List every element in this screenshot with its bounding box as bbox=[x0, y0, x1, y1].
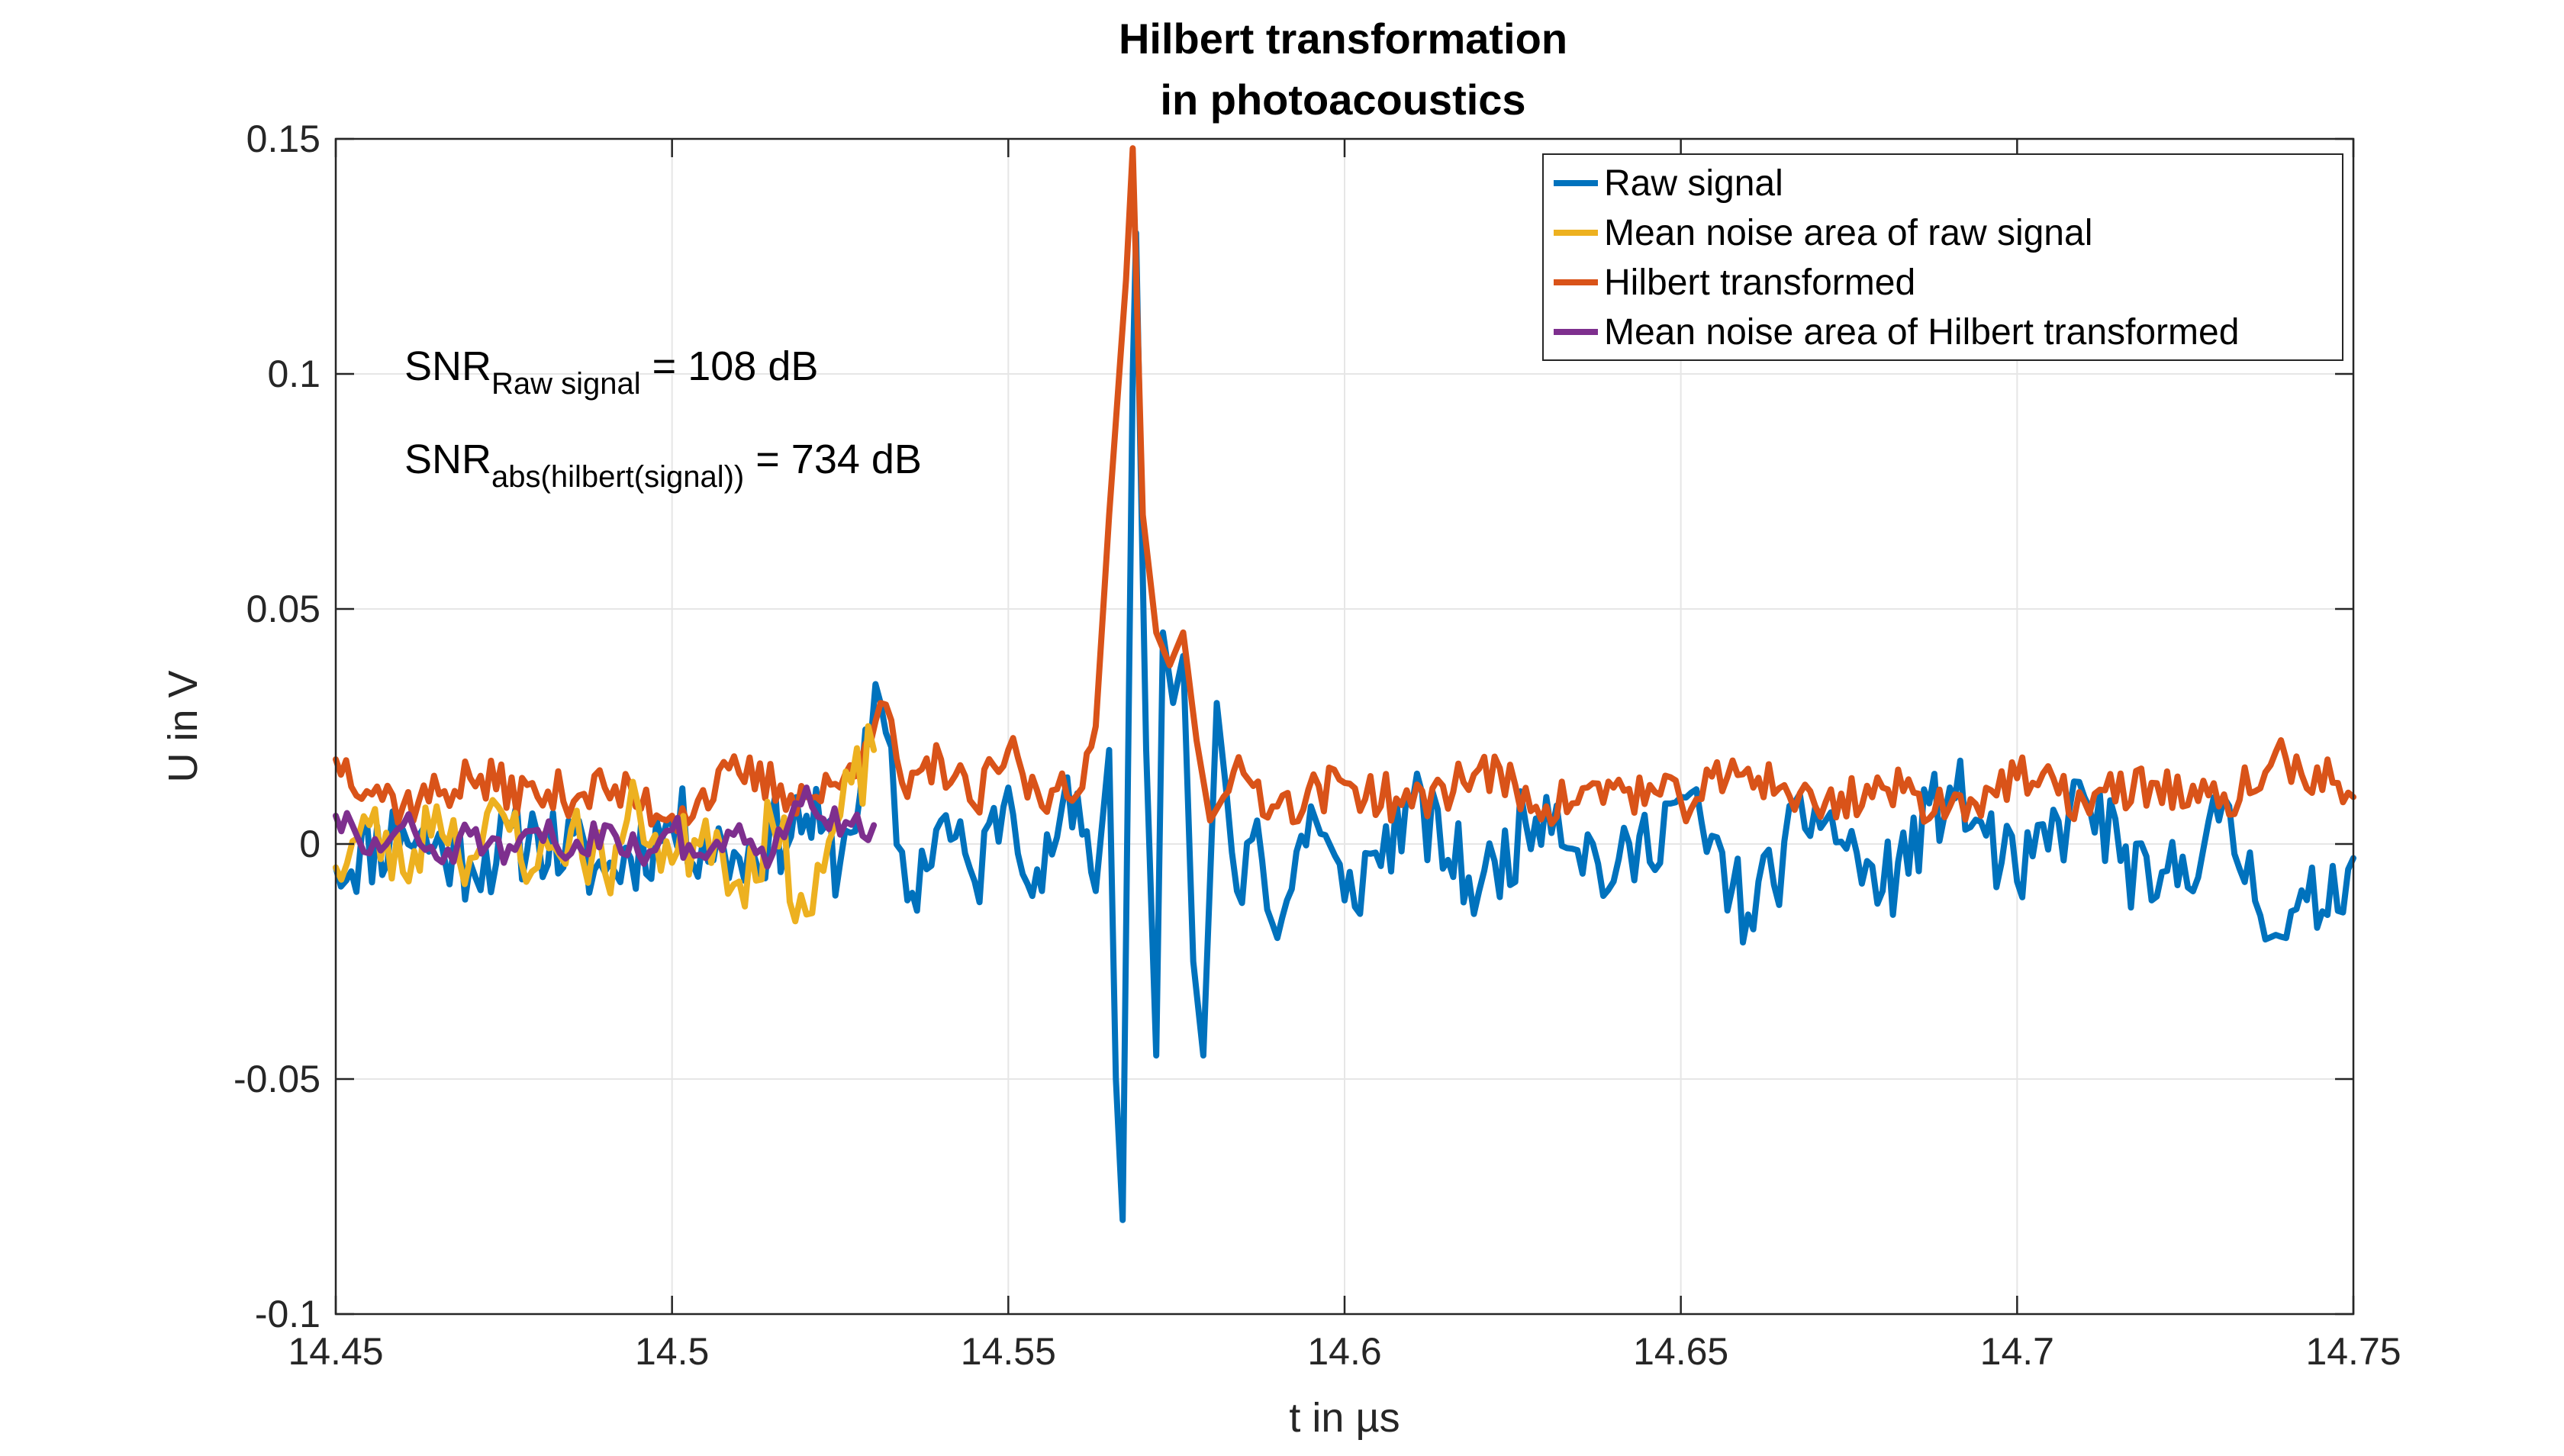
snr-hilbert-subscript: abs(hilbert(signal)) bbox=[491, 460, 744, 494]
x-axis-label: t in µs bbox=[1289, 1395, 1400, 1441]
legend-box bbox=[1542, 153, 2343, 361]
snr-annotations: SNRRaw signal = 108 dB SNRabs(hilbert(si… bbox=[404, 343, 922, 494]
x-tick-label: 14.7 bbox=[1980, 1330, 2054, 1373]
legend-label-raw: Raw signal bbox=[1604, 163, 1783, 204]
legend-label-mean-hilbert: Mean noise area of Hilbert transformed bbox=[1604, 312, 2239, 353]
x-tick-label: 14.65 bbox=[1633, 1330, 1728, 1373]
snr-raw-label: SNR bbox=[404, 343, 491, 389]
snr-raw-subscript: Raw signal bbox=[491, 367, 641, 401]
chart-title-line-1: Hilbert transformation bbox=[1119, 14, 1567, 63]
chart-title-line-2: in photoacoustics bbox=[1160, 76, 1525, 124]
snr-hilbert-annotation: SNRabs(hilbert(signal)) = 734 dB bbox=[404, 436, 922, 494]
series-mean-noise-raw-line bbox=[333, 723, 878, 925]
legend-label-mean-raw: Mean noise area of raw signal bbox=[1604, 213, 2092, 253]
snr-hilbert-value: = 734 dB bbox=[744, 436, 922, 482]
ticks: 14.45 14.5 14.55 14.6 14.65 14.7 14.75 -0.1 -0.0… bbox=[234, 118, 2401, 1373]
snr-hilbert-label: SNR bbox=[404, 436, 491, 482]
y-tick-label: 0.05 bbox=[246, 588, 320, 630]
y-tick-label: 0.1 bbox=[267, 353, 320, 395]
legend: Raw signal Mean noise area of raw signal… bbox=[1542, 153, 2343, 361]
x-tick-label: 14.55 bbox=[961, 1330, 1056, 1373]
y-tick-label: -0.1 bbox=[255, 1293, 320, 1335]
x-tick-label: 14.6 bbox=[1307, 1330, 1381, 1373]
x-tick-label: 14.5 bbox=[635, 1330, 709, 1373]
x-tick-label: 14.75 bbox=[2305, 1330, 2401, 1373]
series-layer bbox=[333, 145, 2356, 1223]
legend-label-hilbert: Hilbert transformed bbox=[1604, 263, 1915, 303]
snr-raw-value: = 108 dB bbox=[641, 343, 819, 389]
y-tick-label: 0.15 bbox=[246, 118, 320, 160]
series-mean-noise-hilbert-line bbox=[333, 784, 878, 870]
snr-raw-annotation: SNRRaw signal = 108 dB bbox=[404, 343, 818, 401]
y-tick-label: -0.05 bbox=[234, 1058, 320, 1100]
y-axis-label: U in V bbox=[160, 670, 206, 782]
y-tick-label: 0 bbox=[299, 823, 320, 865]
x-tick-label: 14.45 bbox=[288, 1330, 383, 1373]
